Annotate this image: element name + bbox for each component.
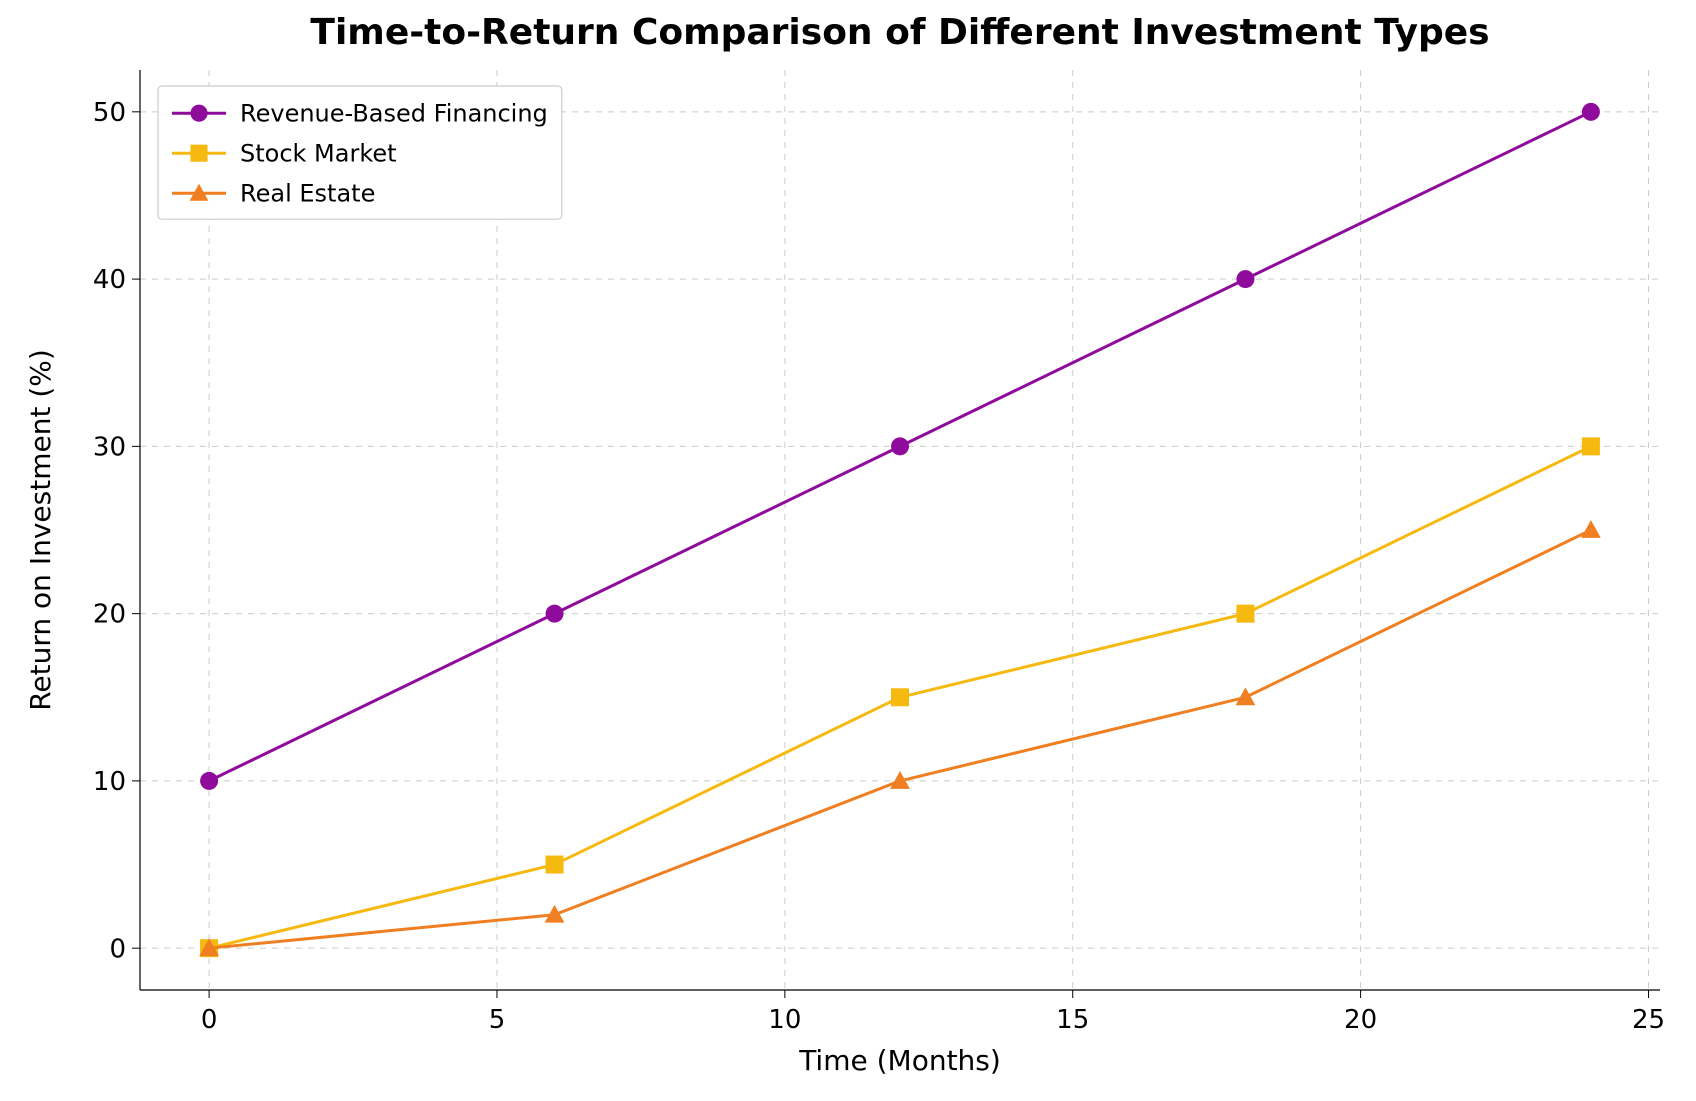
- legend: Revenue-Based Financing Stock Market Real …: [158, 86, 562, 219]
- marker-square: [1236, 605, 1254, 623]
- y-tick-label: 0: [109, 934, 126, 964]
- y-tick-label: 30: [93, 432, 126, 462]
- chart-svg: 0 5 10 15 20 25 Time (Months) 0 10 20 30 40 50 Return…: [0, 0, 1696, 1101]
- marker-square: [891, 688, 909, 706]
- x-tick-label: 20: [1344, 1005, 1377, 1035]
- marker-square: [546, 856, 564, 874]
- y-tick-label: 40: [93, 265, 126, 295]
- legend-label: Revenue-Based Financing: [240, 100, 548, 128]
- chart-container: 0 5 10 15 20 25 Time (Months) 0 10 20 30 40 50 Return…: [0, 0, 1696, 1101]
- x-tick-label: 10: [768, 1005, 801, 1035]
- x-tick-label: 25: [1632, 1005, 1665, 1035]
- x-tick-label: 0: [201, 1005, 218, 1035]
- y-tick-label: 10: [93, 767, 126, 797]
- marker-circle: [891, 437, 909, 455]
- y-axis-label: Return on Investment (%): [24, 349, 57, 711]
- x-axis-label: Time (Months): [798, 1044, 1001, 1077]
- marker-circle: [1582, 103, 1600, 121]
- x-tick-label: 15: [1056, 1005, 1089, 1035]
- y-tick-label: 50: [93, 98, 126, 128]
- y-tick-label: 20: [93, 600, 126, 630]
- marker-circle: [1236, 270, 1254, 288]
- chart-title: Time-to-Return Comparison of Different I…: [310, 12, 1489, 53]
- x-tick-label: 5: [489, 1005, 506, 1035]
- marker-square: [190, 145, 207, 162]
- marker-circle: [190, 105, 207, 122]
- legend-label: Stock Market: [240, 140, 397, 168]
- legend-label: Real Estate: [240, 180, 375, 208]
- marker-circle: [546, 605, 564, 623]
- marker-circle: [200, 772, 218, 790]
- marker-square: [1582, 437, 1600, 455]
